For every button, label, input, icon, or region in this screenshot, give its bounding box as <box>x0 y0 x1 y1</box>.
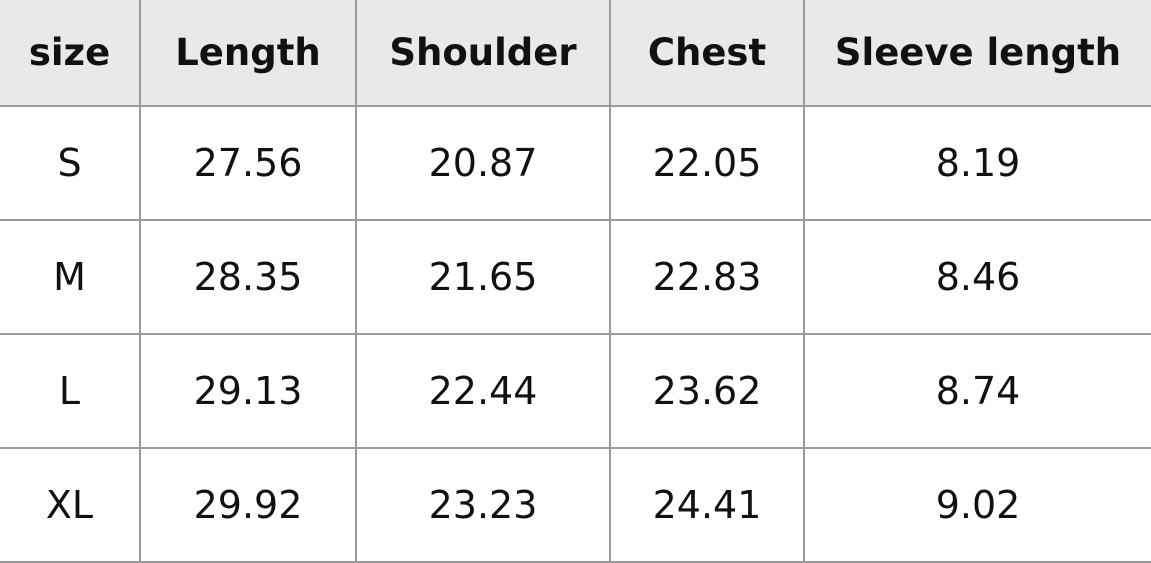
value-cell: 8.74 <box>805 335 1151 449</box>
size-cell: S <box>0 107 141 221</box>
header-cell: size <box>0 0 141 107</box>
value-cell: 8.19 <box>805 107 1151 221</box>
size-cell: XL <box>0 449 141 563</box>
value-cell: 23.23 <box>357 449 611 563</box>
value-cell: 21.65 <box>357 221 611 335</box>
header-cell: Shoulder <box>357 0 611 107</box>
value-cell: 29.92 <box>141 449 357 563</box>
value-cell: 23.62 <box>611 335 805 449</box>
value-cell: 20.87 <box>357 107 611 221</box>
value-cell: 22.83 <box>611 221 805 335</box>
value-cell: 29.13 <box>141 335 357 449</box>
value-cell: 24.41 <box>611 449 805 563</box>
size-cell: L <box>0 335 141 449</box>
value-cell: 22.44 <box>357 335 611 449</box>
value-cell: 27.56 <box>141 107 357 221</box>
value-cell: 22.05 <box>611 107 805 221</box>
header-cell: Sleeve length <box>805 0 1151 107</box>
value-cell: 9.02 <box>805 449 1151 563</box>
header-cell: Chest <box>611 0 805 107</box>
value-cell: 8.46 <box>805 221 1151 335</box>
header-cell: Length <box>141 0 357 107</box>
size-cell: M <box>0 221 141 335</box>
value-cell: 28.35 <box>141 221 357 335</box>
